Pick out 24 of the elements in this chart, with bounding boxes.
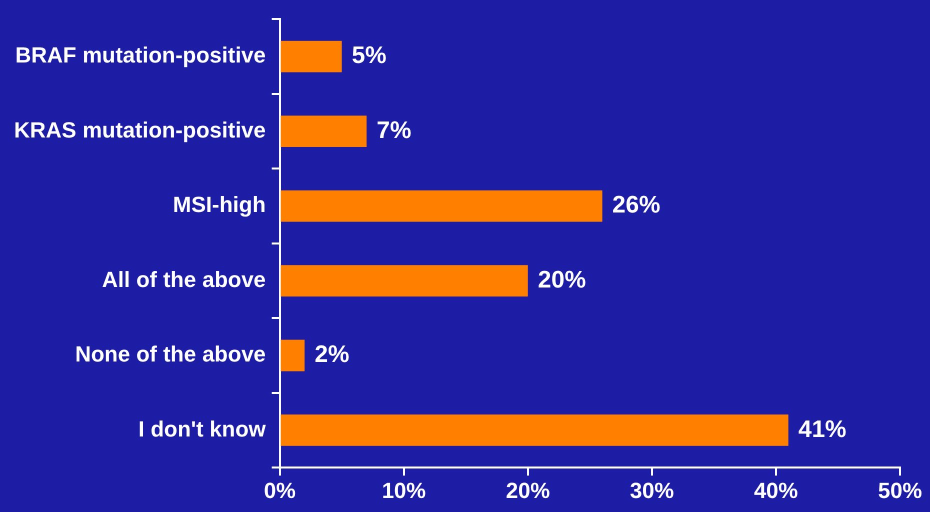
y-tick-label: All of the above [102, 266, 266, 292]
data-label: 26% [612, 192, 660, 219]
bar [280, 414, 788, 446]
x-tick-label: 50% [878, 478, 922, 503]
x-tick-label: 10% [382, 478, 426, 503]
x-tick-label: 40% [754, 478, 798, 503]
x-tick-label: 0% [264, 478, 296, 503]
bar [280, 40, 342, 72]
data-label: 7% [376, 116, 412, 144]
bar [280, 190, 602, 222]
bar [280, 265, 528, 296]
y-tick-label: BRAF mutation-positive [15, 42, 266, 68]
x-tick-label: 30% [630, 478, 674, 503]
data-label: 41% [798, 416, 846, 443]
y-tick-label: KRAS mutation-positive [14, 117, 266, 142]
data-label: 5% [352, 42, 386, 70]
bar [280, 116, 367, 147]
y-tick-label: None of the above [75, 342, 266, 367]
x-tick-label: 20% [506, 478, 550, 503]
data-label: 2% [314, 341, 350, 368]
y-tick-label: MSI-high [172, 192, 266, 218]
data-label: 20% [538, 266, 586, 294]
y-tick-label: I don't know [138, 416, 267, 442]
bar [280, 340, 305, 372]
